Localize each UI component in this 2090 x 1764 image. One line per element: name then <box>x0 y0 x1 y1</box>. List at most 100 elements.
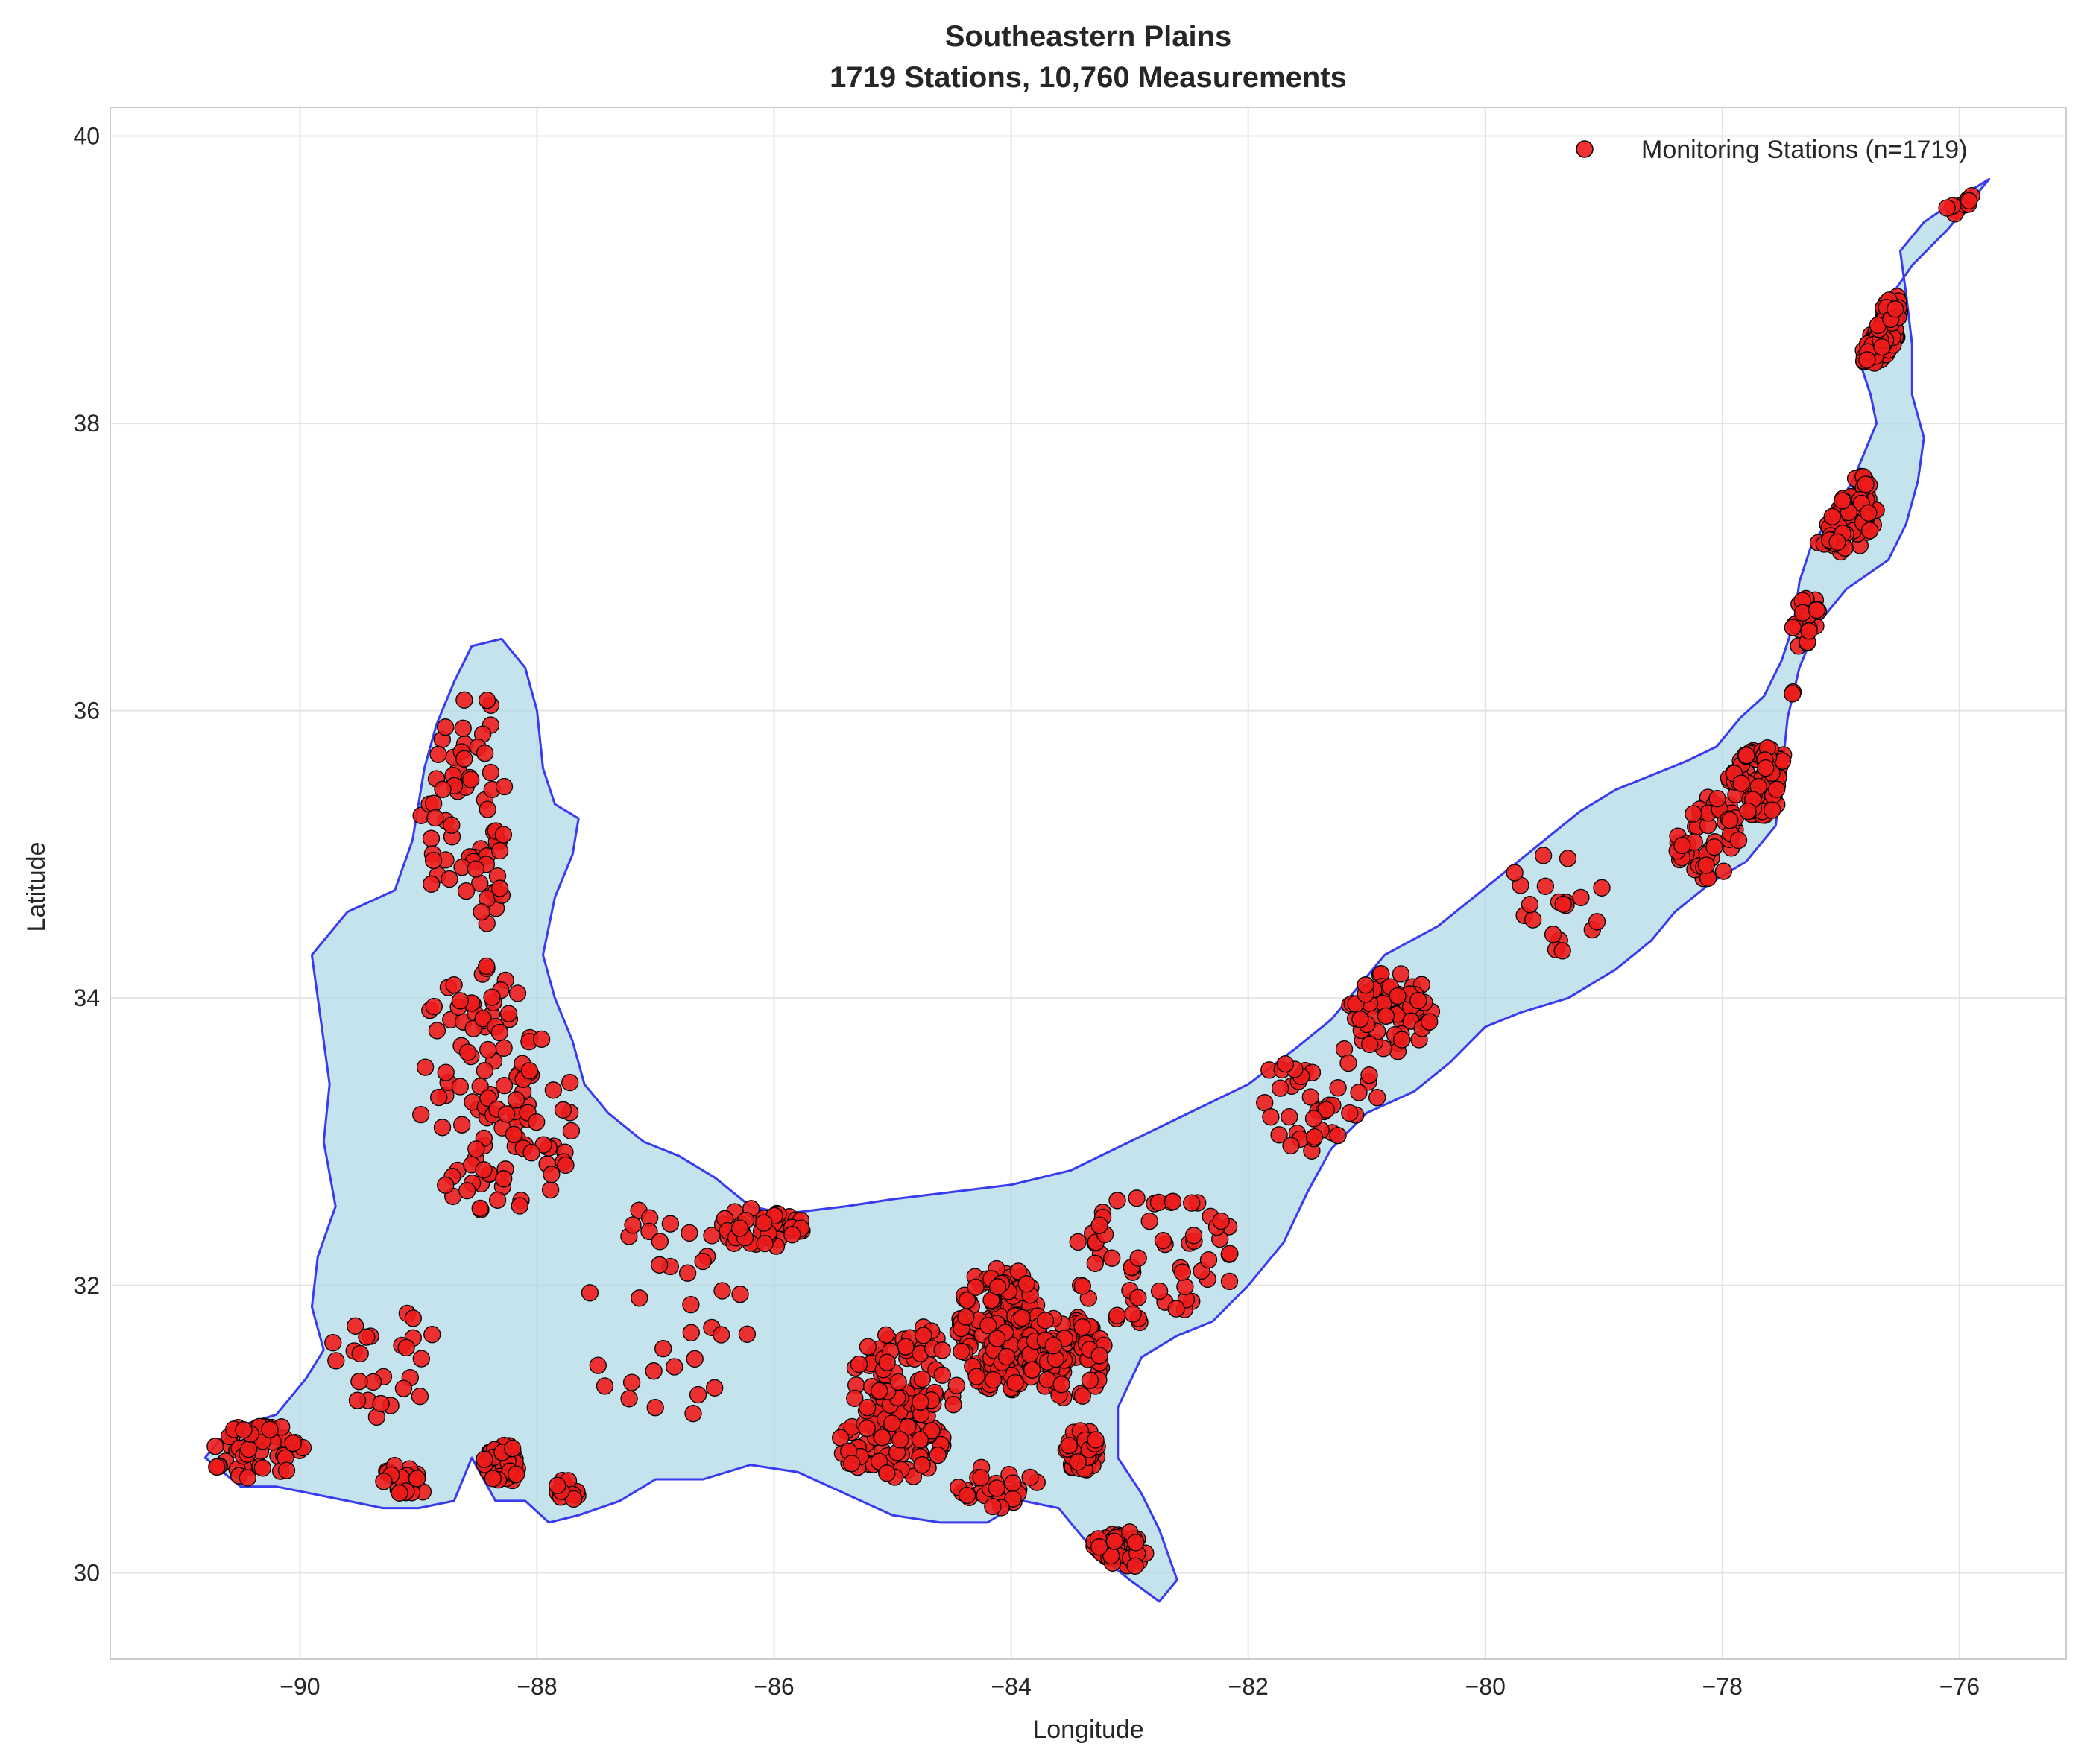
station-point <box>348 1391 367 1409</box>
station-point <box>1017 1275 1035 1293</box>
station-point <box>425 997 443 1016</box>
station-point <box>933 1366 951 1384</box>
station-point <box>458 1043 477 1061</box>
station-points <box>206 186 1980 1575</box>
x-tick-label: −82 <box>1228 1673 1269 1700</box>
station-point <box>1281 1107 1298 1126</box>
station-point <box>277 1461 296 1479</box>
station-point <box>476 1450 493 1468</box>
station-point <box>497 1105 516 1123</box>
station-point <box>235 1421 253 1439</box>
station-point <box>561 1073 579 1092</box>
station-point <box>453 1116 471 1134</box>
station-point <box>1023 1361 1041 1379</box>
station-point <box>832 1429 850 1447</box>
station-point <box>391 1484 408 1502</box>
station-point <box>944 1396 962 1414</box>
station-point <box>437 1176 455 1194</box>
station-point <box>1705 838 1723 856</box>
station-point <box>1714 862 1733 880</box>
station-point <box>408 1470 426 1488</box>
station-point <box>482 763 500 782</box>
station-point <box>1421 1013 1439 1031</box>
station-point <box>1784 619 1802 636</box>
station-point <box>375 1473 393 1490</box>
station-point <box>565 1490 583 1508</box>
station-point <box>988 1479 1005 1497</box>
station-point <box>1184 1227 1203 1245</box>
station-point <box>1860 522 1879 540</box>
station-point <box>1536 877 1555 895</box>
station-point <box>850 1355 868 1373</box>
station-point <box>1339 1054 1357 1072</box>
station-point <box>424 851 443 870</box>
station-point <box>1052 1376 1070 1394</box>
station-point <box>284 1434 302 1452</box>
station-point <box>731 1286 749 1303</box>
station-point <box>445 976 463 994</box>
station-point <box>1393 1031 1411 1049</box>
station-point <box>1103 1249 1121 1267</box>
station-point <box>511 1197 528 1215</box>
station-point <box>1128 1189 1146 1207</box>
station-point <box>651 1233 669 1251</box>
station-point <box>1090 1216 1108 1234</box>
station-point <box>1737 746 1755 765</box>
station-point <box>738 1325 757 1343</box>
x-tick-label: −84 <box>991 1673 1031 1700</box>
station-point <box>490 879 509 897</box>
station-point <box>1593 879 1611 897</box>
station-point <box>878 1464 896 1482</box>
x-axis-ticks: −90 −88 −86 −84 −82 −80 −78 −76 <box>280 1673 1980 1700</box>
x-tick-label: −88 <box>517 1673 557 1700</box>
station-point <box>505 1125 523 1143</box>
station-point <box>1572 888 1590 907</box>
station-point <box>495 1170 513 1188</box>
station-point <box>462 771 480 788</box>
y-tick-label: 40 <box>73 123 100 150</box>
station-point <box>528 1113 546 1131</box>
station-point <box>1739 802 1757 821</box>
station-point <box>1697 856 1715 874</box>
station-point <box>1329 1079 1347 1097</box>
station-point <box>873 1429 891 1447</box>
station-point <box>411 1387 429 1406</box>
station-point <box>596 1377 614 1395</box>
station-point <box>1021 1468 1039 1487</box>
station-point <box>689 1385 707 1404</box>
station-point <box>1361 1035 1379 1054</box>
station-point <box>972 1469 990 1487</box>
station-point <box>1108 1306 1126 1324</box>
station-point <box>324 1334 342 1352</box>
station-point <box>1276 1055 1295 1073</box>
y-tick-label: 38 <box>73 410 100 437</box>
station-point <box>1506 864 1524 882</box>
station-point <box>923 1422 941 1440</box>
station-point <box>622 1373 641 1391</box>
station-point <box>1857 475 1875 493</box>
station-point <box>557 1156 575 1175</box>
station-point <box>1828 533 1846 551</box>
station-point <box>1183 1194 1201 1212</box>
station-point <box>1173 1263 1191 1281</box>
station-point <box>1087 1431 1105 1449</box>
station-point <box>1073 1387 1091 1405</box>
station-point <box>1360 1066 1378 1084</box>
station-point <box>499 1005 518 1022</box>
x-tick-label: −80 <box>1465 1673 1506 1700</box>
y-axis-label: Latitude <box>22 842 51 932</box>
station-point <box>404 1309 422 1327</box>
station-point <box>484 1470 502 1488</box>
station-point <box>957 1308 975 1326</box>
station-point <box>1090 1347 1108 1365</box>
station-point <box>454 719 472 737</box>
x-tick-label: −76 <box>1939 1673 1980 1700</box>
station-point <box>684 1405 702 1423</box>
station-point <box>504 1439 522 1458</box>
station-point <box>476 1062 494 1080</box>
station-point <box>953 1342 970 1361</box>
station-point <box>1341 1104 1359 1122</box>
station-point <box>433 1119 452 1137</box>
station-point <box>1004 1474 1022 1492</box>
station-point <box>520 1062 539 1080</box>
